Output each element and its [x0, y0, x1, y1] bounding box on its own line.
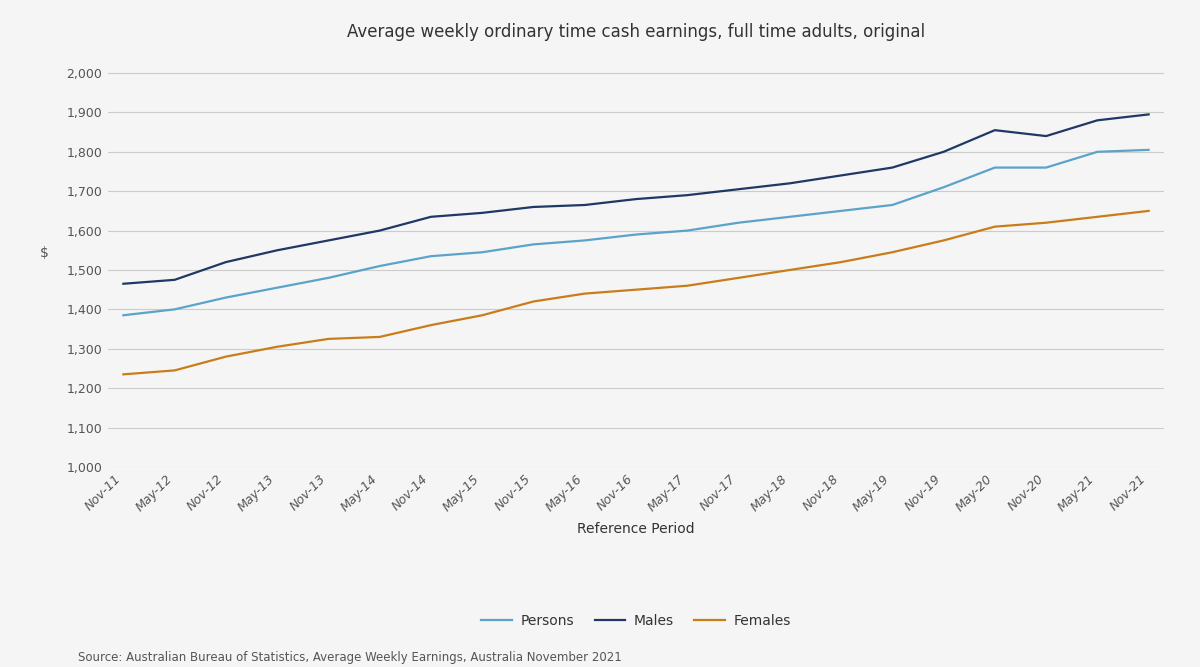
- Persons: [322, 274, 336, 282]
- Males: [270, 246, 284, 254]
- Males: [834, 171, 848, 179]
- Females: [270, 343, 284, 351]
- Females: [1141, 207, 1156, 215]
- Females: [629, 285, 643, 293]
- Title: Average weekly ordinary time cash earnings, full time adults, original: Average weekly ordinary time cash earnin…: [347, 23, 925, 41]
- Males: [782, 179, 797, 187]
- Males: [886, 163, 900, 171]
- Males: [731, 185, 745, 193]
- Persons: [782, 213, 797, 221]
- Males: [168, 276, 182, 284]
- Persons: [1141, 146, 1156, 154]
- Males: [680, 191, 695, 199]
- Females: [731, 274, 745, 282]
- Persons: [629, 231, 643, 239]
- Line: Females: Females: [124, 211, 1148, 374]
- Males: [322, 236, 336, 244]
- Males: [1039, 132, 1054, 140]
- Males: [116, 279, 131, 287]
- Y-axis label: $: $: [41, 246, 49, 260]
- Females: [577, 289, 592, 297]
- Persons: [988, 163, 1002, 171]
- Persons: [1090, 148, 1104, 156]
- Males: [218, 258, 233, 266]
- Persons: [270, 283, 284, 291]
- Males: [424, 213, 438, 221]
- Persons: [1039, 163, 1054, 171]
- Females: [424, 321, 438, 329]
- Females: [475, 311, 490, 319]
- Persons: [731, 219, 745, 227]
- Males: [372, 227, 386, 235]
- Persons: [527, 240, 541, 248]
- Persons: [168, 305, 182, 313]
- Females: [116, 370, 131, 378]
- Females: [218, 353, 233, 361]
- Females: [322, 335, 336, 343]
- Text: Source: Australian Bureau of Statistics, Average Weekly Earnings, Australia Nove: Source: Australian Bureau of Statistics,…: [78, 651, 622, 664]
- Males: [988, 126, 1002, 134]
- Females: [527, 297, 541, 305]
- Females: [834, 258, 848, 266]
- Males: [629, 195, 643, 203]
- Males: [1090, 116, 1104, 124]
- Males: [936, 148, 950, 156]
- Persons: [218, 293, 233, 301]
- Males: [527, 203, 541, 211]
- Females: [1090, 213, 1104, 221]
- Females: [680, 281, 695, 289]
- Persons: [886, 201, 900, 209]
- Females: [936, 236, 950, 244]
- Females: [782, 266, 797, 274]
- Persons: [372, 262, 386, 270]
- Males: [577, 201, 592, 209]
- Females: [1039, 219, 1054, 227]
- Females: [988, 223, 1002, 231]
- Line: Persons: Persons: [124, 150, 1148, 315]
- Persons: [424, 252, 438, 260]
- Persons: [475, 248, 490, 256]
- Line: Males: Males: [124, 115, 1148, 283]
- X-axis label: Reference Period: Reference Period: [577, 522, 695, 536]
- Males: [475, 209, 490, 217]
- Persons: [680, 227, 695, 235]
- Females: [886, 248, 900, 256]
- Females: [168, 366, 182, 374]
- Persons: [936, 183, 950, 191]
- Legend: Persons, Males, Females: Persons, Males, Females: [475, 608, 797, 634]
- Females: [372, 333, 386, 341]
- Males: [1141, 111, 1156, 119]
- Persons: [834, 207, 848, 215]
- Persons: [577, 236, 592, 244]
- Persons: [116, 311, 131, 319]
